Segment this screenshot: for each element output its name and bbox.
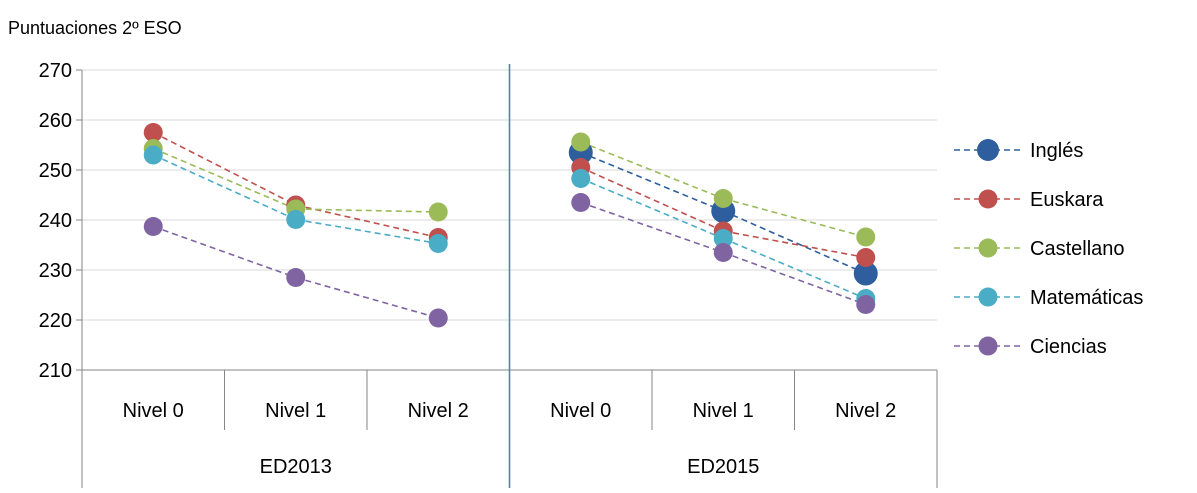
data-point: [428, 234, 448, 253]
data-point: [286, 210, 306, 229]
x-tick-label: Nivel 2: [408, 400, 469, 422]
legend-label: Euskara: [1030, 189, 1104, 211]
series-line-2: [295, 208, 439, 213]
series-line-3: [580, 177, 724, 240]
legend-marker: [978, 287, 998, 307]
data-point: [856, 295, 876, 314]
x-tick-label: Nivel 0: [123, 400, 184, 422]
legend-marker: [978, 238, 998, 258]
y-tick-label: 250: [39, 160, 72, 182]
series-line-4: [295, 276, 439, 319]
series-line-0: [722, 210, 867, 275]
legend-marker: [977, 139, 999, 161]
data-point: [571, 193, 591, 212]
group-label: ED2015: [687, 456, 759, 478]
series-line-3: [152, 154, 297, 221]
data-point: [856, 248, 876, 267]
series-line-4: [722, 251, 867, 306]
legend-label: Castellano: [1030, 238, 1125, 260]
data-point: [713, 189, 733, 208]
x-tick-label: Nivel 1: [265, 400, 326, 422]
series-line-3: [722, 237, 867, 300]
series-line-2: [580, 141, 724, 200]
series-line-3: [295, 218, 439, 245]
y-tick-label: 230: [39, 260, 72, 282]
data-point: [571, 132, 591, 152]
data-point: [713, 229, 733, 248]
x-tick-label: Nivel 0: [550, 400, 611, 422]
data-point: [143, 145, 163, 165]
series-line-1: [580, 166, 724, 232]
series-line-4: [152, 225, 297, 279]
legend-marker: [978, 189, 998, 209]
data-point: [428, 202, 448, 222]
series-line-2: [152, 147, 297, 210]
legend-label: Inglés: [1030, 140, 1083, 162]
legend-label: Ciencias: [1030, 336, 1107, 358]
legend-marker: [978, 336, 998, 356]
legend-label: Matemáticas: [1030, 287, 1143, 309]
series-line-1: [152, 131, 297, 206]
series-line-2: [723, 197, 866, 238]
data-point: [143, 217, 163, 236]
y-tick-label: 240: [39, 210, 72, 232]
y-tick-label: 270: [39, 60, 72, 82]
x-tick-label: Nivel 1: [693, 400, 754, 422]
data-point: [853, 261, 878, 286]
data-point: [713, 243, 733, 262]
series-line-1: [723, 230, 866, 259]
series-line-0: [580, 151, 724, 212]
data-point: [143, 123, 163, 142]
x-tick-label: Nivel 2: [835, 400, 896, 422]
data-point: [856, 227, 876, 247]
series-line-4: [580, 201, 724, 254]
group-label: ED2013: [260, 456, 332, 478]
y-tick-label: 220: [39, 310, 72, 332]
data-point: [428, 308, 448, 328]
chart-title: Puntuaciones 2º ESO: [8, 18, 182, 38]
data-point: [286, 268, 306, 287]
series-line-1: [295, 204, 439, 239]
data-point: [571, 169, 591, 188]
y-tick-label: 210: [39, 360, 72, 382]
y-tick-label: 260: [39, 110, 72, 132]
